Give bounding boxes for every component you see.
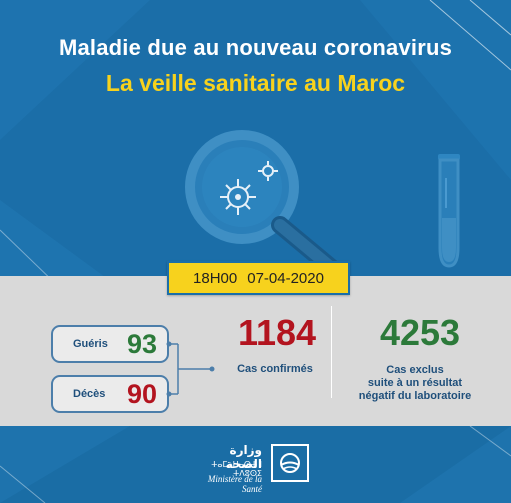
excluded-label-line1: Cas exclus	[386, 364, 444, 376]
deaths-label: Décès	[73, 388, 106, 400]
ministry-logo-icon	[271, 444, 309, 482]
title-line-2: La veille sanitaire au Maroc	[105, 70, 406, 96]
ministry-name-amazigh: ⵜⴰⵎⴰⵡⴰⵙⵜ ⵏ ⵜⴷⵓⵙⵉ	[211, 460, 262, 478]
recovered-card: Guéris 93	[51, 325, 169, 363]
title-line-1: Maladie due au nouveau coronavirus	[58, 35, 453, 60]
excluded-value: 4253	[379, 312, 461, 353]
recovered-value: 93	[126, 329, 157, 359]
excluded-label-line2: suite à un résultat	[367, 377, 463, 389]
test-tube-icon	[438, 154, 460, 268]
excluded-label-line3: négatif du laboratoire	[358, 390, 472, 402]
ministry-name-french: Ministère de la Santé	[207, 474, 262, 494]
excluded-label: Cas exclus suite à un résultat négatif d…	[340, 364, 490, 403]
confirmed-value: 1184	[237, 312, 317, 353]
ministry-name-arabic: وزارة الصحة	[225, 443, 262, 471]
background-art	[0, 0, 511, 288]
recovered-label: Guéris	[73, 338, 108, 350]
confirmed-label: Cas confirmés	[237, 363, 313, 375]
timestamp-time: 18H00	[193, 269, 238, 287]
footer-art	[0, 426, 511, 503]
ministry-emblem-icon	[280, 453, 300, 473]
footer	[0, 426, 511, 503]
timestamp-date: 07-04-2020	[247, 269, 324, 287]
timestamp-banner: 18H00 07-04-2020	[167, 261, 350, 295]
deaths-value: 90	[126, 379, 157, 409]
deaths-card: Décès 90	[51, 375, 169, 413]
divider	[331, 306, 332, 398]
header-banner: Maladie due au nouveau coronavirus La ve…	[0, 0, 511, 288]
magnifier-virus-icon	[185, 130, 349, 284]
